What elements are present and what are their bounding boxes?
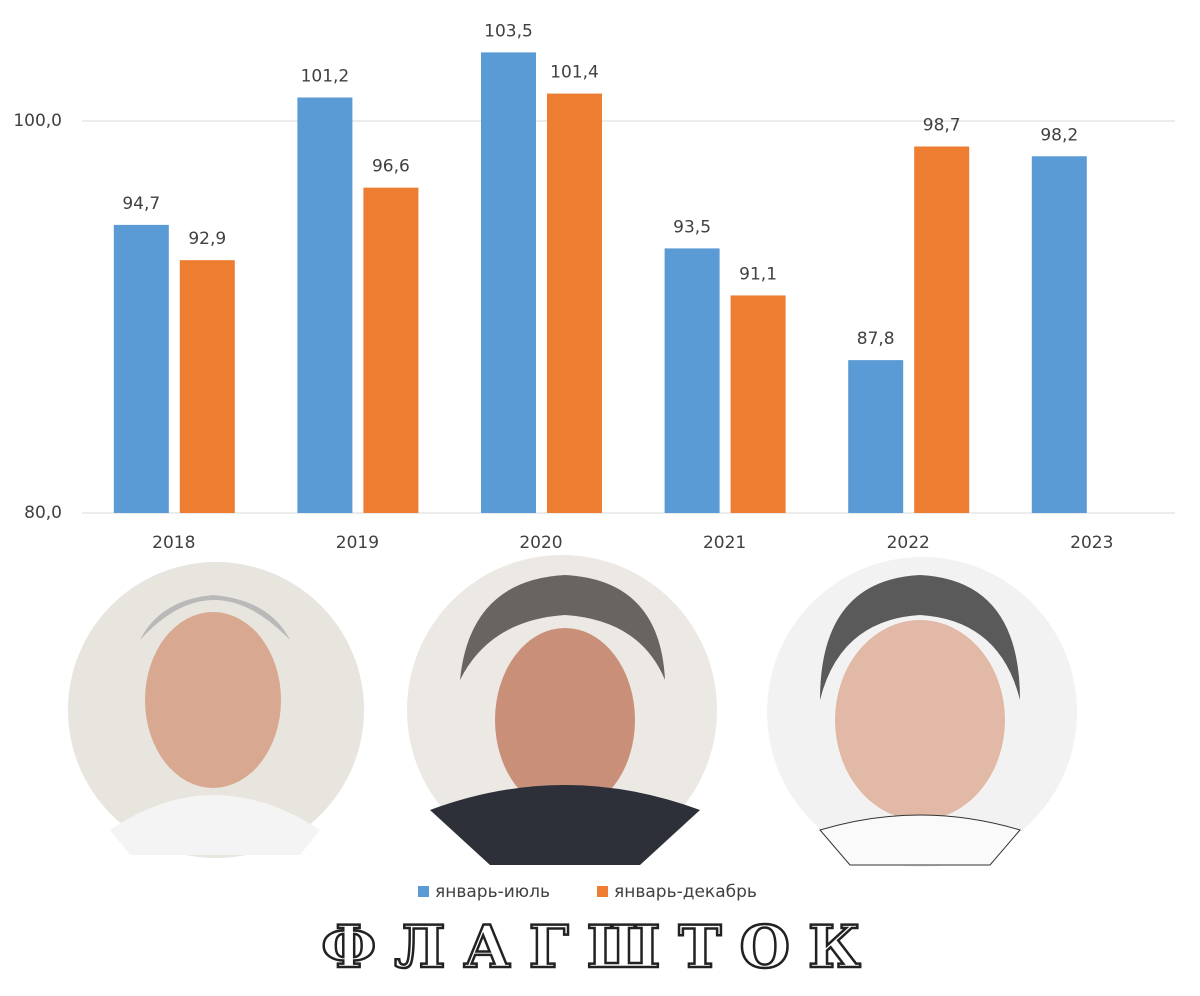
- bar: [481, 52, 536, 514]
- x-tick-label: 2018: [152, 533, 195, 553]
- bar: [848, 360, 904, 513]
- value-label: 101,4: [550, 63, 599, 83]
- legend-swatch: [597, 886, 608, 897]
- legend-swatch: [418, 886, 429, 897]
- legend-label: январь-декабрь: [614, 882, 757, 902]
- value-label: 94,7: [122, 194, 160, 214]
- legend-label: январь-июль: [435, 882, 550, 902]
- photo-face: [835, 620, 1005, 820]
- photo-hair: [140, 595, 290, 640]
- photo-face: [495, 628, 635, 812]
- photo-suit: [430, 785, 700, 865]
- value-label: 98,7: [923, 115, 961, 135]
- photos: [68, 555, 1077, 867]
- bar: [547, 93, 602, 513]
- value-label: 91,1: [739, 264, 777, 284]
- value-label: 87,8: [857, 329, 895, 349]
- bar: [1031, 156, 1087, 513]
- photo-face: [145, 612, 281, 788]
- x-tick-label: 2023: [1070, 533, 1113, 553]
- value-label: 92,9: [188, 229, 226, 249]
- value-label: 101,2: [301, 66, 350, 86]
- photo-shirt: [819, 814, 1021, 866]
- photo-hair: [460, 575, 665, 680]
- y-tick-label: 100,0: [13, 111, 62, 131]
- photo-shirt: [110, 795, 320, 855]
- value-label: 103,5: [484, 21, 533, 41]
- x-tick-label: 2020: [519, 533, 562, 553]
- bar: [179, 260, 235, 513]
- x-tick-label: 2021: [703, 533, 746, 553]
- bar: [297, 97, 353, 513]
- value-label: 96,6: [372, 157, 410, 177]
- x-tick-label: 2022: [887, 533, 930, 553]
- value-label: 93,5: [673, 217, 711, 237]
- x-tick-label: 2019: [336, 533, 379, 553]
- bar: [113, 224, 169, 513]
- bar: [914, 146, 970, 514]
- y-tick-label: 80,0: [24, 503, 62, 523]
- bar: [664, 248, 720, 513]
- bar: [730, 295, 786, 513]
- watermark: ФЛАГШТОК: [321, 913, 879, 981]
- photo-hair: [820, 575, 1020, 700]
- bar: [363, 187, 419, 513]
- value-label: 98,2: [1040, 125, 1078, 145]
